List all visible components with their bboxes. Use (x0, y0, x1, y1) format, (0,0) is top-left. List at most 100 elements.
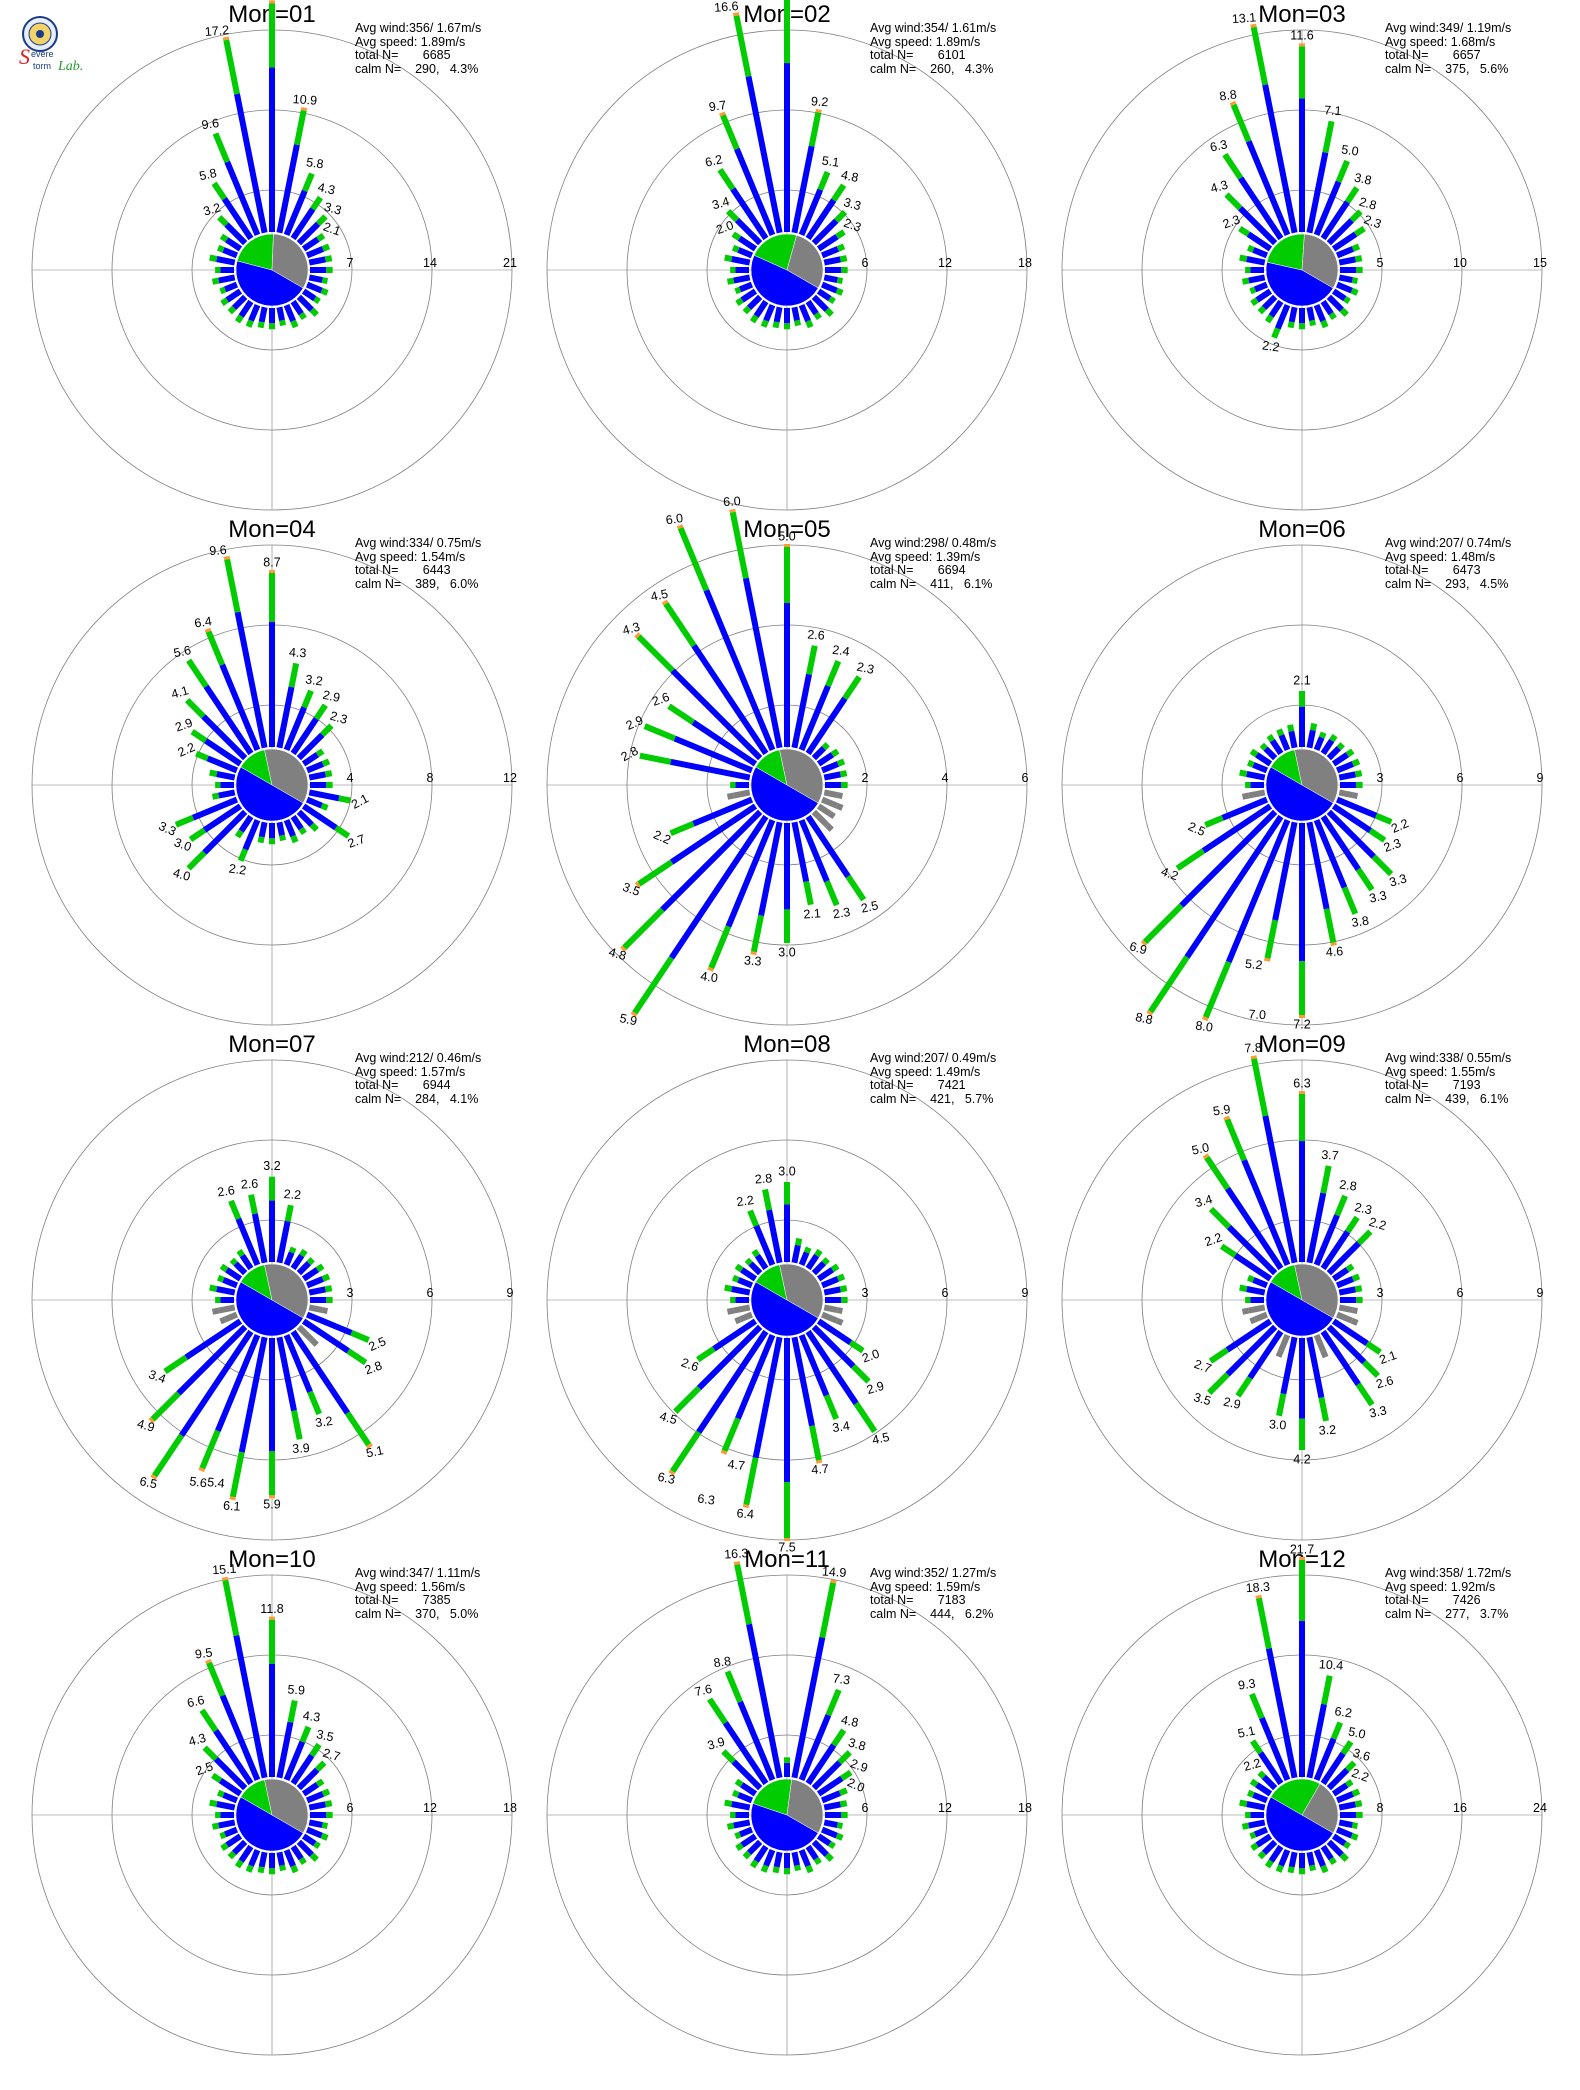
direction-bar (1338, 1800, 1363, 1811)
direction-bar (305, 281, 329, 296)
bar-segment-green (1208, 1347, 1229, 1364)
direction-bar (257, 1851, 268, 1874)
bar-segment-blue (276, 1721, 294, 1779)
panel-title: Mon=07 (228, 1031, 315, 1058)
bar-segment-blue (296, 1324, 314, 1342)
bar-segment-green (730, 782, 736, 788)
bar-segment-green (1353, 225, 1366, 237)
bar-segment-blue (1299, 706, 1305, 747)
bar-segment-blue (1253, 1311, 1269, 1323)
direction-bar (269, 0, 275, 232)
ring-label: 9 (1537, 1286, 1544, 1300)
direction-bar (1331, 1318, 1382, 1355)
direction-bar (730, 1812, 750, 1818)
bar-segment-green (842, 675, 862, 700)
ring-label: 6 (1457, 771, 1464, 785)
bar-segment-blue (737, 1277, 754, 1289)
calm-pie-slice (786, 1779, 824, 1834)
direction-bar (791, 645, 818, 749)
stats-line: Avg speed: 1.55m/s (1385, 1064, 1496, 1079)
bar-segment-green (313, 296, 321, 305)
wind-rose-svg: Mon=063 6 92.18.8 8.07.07.26.94.22.54.63.83… (1061, 516, 1544, 1035)
bar-segment-blue (216, 771, 236, 781)
direction-bar (223, 555, 268, 749)
wind-rose-svg: Mon=052 4 66.06.05.04.54.32.62.92.82.62.42… (546, 494, 1029, 1028)
bar-value-label: 2.8 (363, 1358, 384, 1377)
bar-segment-blue (737, 235, 758, 252)
bar-segment-green (841, 267, 848, 273)
wind-rose-panel: Mon=06 3 6 9 2.1 8.8 8.0 7.0 7.2 6.9 4.2 2.5 4.6 3.8 3… (1040, 515, 1560, 1035)
direction-bar (283, 303, 299, 329)
direction-bar (732, 12, 783, 234)
bar-segment-blue (308, 1801, 327, 1811)
bar-value-label: 5.6 (172, 643, 192, 660)
bar-segment-blue (763, 1848, 776, 1867)
stats-line: calm N= 293, 4.5% (1385, 576, 1509, 591)
bar-segment-green (720, 114, 740, 151)
bar-segment-green (209, 1284, 218, 1292)
bar-value-label: 6.2 (704, 152, 724, 169)
bar-value-label: 5.9 (618, 1011, 638, 1028)
ring-label: 18 (1018, 256, 1032, 270)
bar-value-label: 8.0 (1195, 1019, 1214, 1035)
bar-segment-green (1334, 1194, 1348, 1217)
bar-segment-blue (824, 782, 842, 788)
bar-segment-blue (283, 1848, 296, 1868)
direction-bar (1306, 1336, 1330, 1422)
bar-segment-green (1368, 828, 1387, 843)
calm-pie-slice (1265, 1281, 1334, 1337)
bar-segment-blue (1335, 761, 1355, 774)
bar-segment-green (222, 1579, 240, 1637)
bar-segment-blue (1226, 1224, 1278, 1276)
direction-bar (1229, 100, 1291, 237)
bar-segment-blue (202, 803, 243, 833)
wind-rose-panel: Mon=10 6 12 18 15.1 11.8 9.5 6.6 5.9 4.3 4.3 3.5 2.5… (10, 1545, 530, 2060)
direction-bar (824, 1297, 848, 1303)
bar-segment-green (809, 1425, 822, 1461)
bar-segment-green (1299, 691, 1305, 707)
bar-segment-blue (269, 1663, 275, 1777)
bar-value-label: 6.0 (665, 511, 684, 527)
bar-segment-green (1299, 1868, 1305, 1875)
bar-segment-green (326, 1297, 333, 1303)
bar-segment-green (1241, 1307, 1250, 1315)
bar-segment-green (835, 229, 846, 240)
stats-line: calm N= 389, 6.0% (355, 576, 479, 591)
direction-bar (1320, 1740, 1354, 1786)
bar-segment-green (835, 802, 844, 811)
direction-bar (816, 229, 846, 252)
direction-bar (296, 809, 319, 832)
direction-bar (1335, 1311, 1359, 1326)
calm-pie-slice (1265, 261, 1334, 307)
direction-bar (283, 689, 314, 752)
bar-segment-blue (290, 717, 319, 756)
panel-stats: Avg wind:207/ 0.74m/s Avg speed: 1.48m/s t… (1385, 536, 1511, 591)
bar-segment-blue (758, 821, 783, 917)
bar-segment-blue (733, 789, 751, 799)
bar-segment-blue (1253, 1826, 1269, 1838)
bar-segment-blue (269, 1200, 275, 1262)
bar-segment-green (836, 758, 846, 767)
bar-segment-blue (1326, 218, 1354, 246)
bar-segment-blue (823, 771, 842, 781)
bar-segment-blue (805, 1743, 837, 1786)
bar-segment-blue (308, 1286, 327, 1296)
bar-value-label: 2.5 (860, 898, 880, 915)
bar-value-label: 2.3 (1362, 212, 1383, 231)
bar-segment-blue (1326, 1324, 1367, 1365)
direction-bar (1250, 1055, 1298, 1264)
bar-segment-green (1350, 287, 1359, 296)
direction-bar (735, 1833, 758, 1851)
bar-value-label: 4.7 (727, 1457, 746, 1473)
bar-segment-blue (784, 603, 790, 747)
bar-segment-blue (203, 684, 254, 756)
panel-stats: Avg wind:356/ 1.67m/s Avg speed: 1.89m/s t… (355, 21, 481, 76)
direction-bar (1338, 1304, 1359, 1314)
bar-segment-green (209, 254, 218, 262)
bar-segment-green (216, 244, 225, 253)
bar-value-label: 21.7 (1290, 1542, 1314, 1556)
direction-bar (148, 1324, 248, 1424)
stats-line: total N= 6694 (870, 563, 966, 577)
calm-pie-slice (753, 233, 797, 271)
direction-bar (296, 1324, 319, 1347)
